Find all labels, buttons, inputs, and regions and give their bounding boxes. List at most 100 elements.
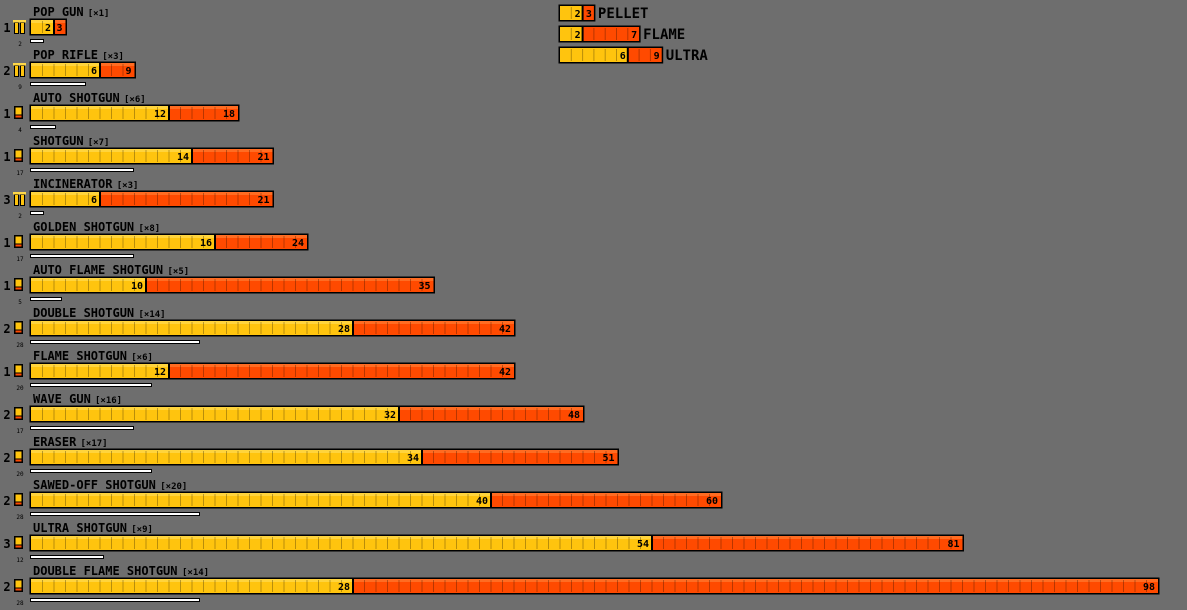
damage-base-bar bbox=[31, 106, 169, 120]
weapon-row-shotgun: SHOTGUN [×7] 1 14 21 17 bbox=[3, 134, 274, 177]
damage-total-bar bbox=[54, 20, 66, 34]
weapon-row-double-flame-shotgun: DOUBLE FLAME SHOTGUN [×14] 2 28 98 28 bbox=[3, 564, 1160, 607]
weapon-multiplier: [×16] bbox=[95, 396, 122, 406]
legend-total-swatch bbox=[582, 27, 640, 41]
weapon-multiplier: [×17] bbox=[81, 439, 108, 449]
ammo-cost: 1 bbox=[3, 279, 10, 293]
damage-base-bar bbox=[31, 364, 169, 378]
ammo-cost: 1 bbox=[3, 107, 10, 121]
reload-bar bbox=[31, 126, 55, 128]
ammo-pellet2-icon bbox=[13, 192, 26, 206]
weapon-name: SAWED-OFF SHOTGUN bbox=[33, 478, 156, 492]
legend-label: ULTRA bbox=[666, 48, 709, 64]
ammo-cost: 2 bbox=[3, 64, 10, 78]
weapon-multiplier: [×14] bbox=[182, 568, 209, 578]
weapon-name: AUTO SHOTGUN bbox=[33, 91, 120, 105]
weapon-multiplier: [×5] bbox=[168, 267, 190, 277]
reload-value: 17 bbox=[16, 256, 24, 263]
ammo-shell-icon bbox=[14, 579, 23, 592]
weapon-row-sawed-off-shotgun: SAWED-OFF SHOTGUN [×20] 2 40 60 28 bbox=[3, 478, 723, 521]
weapon-multiplier: [×1] bbox=[88, 9, 110, 19]
damage-total-value: 18 bbox=[223, 109, 235, 120]
legend-item-ultra: 6 9 ULTRA bbox=[558, 46, 709, 64]
damage-base-bar bbox=[31, 450, 422, 464]
weapon-row-wave-gun: WAVE GUN [×16] 2 32 48 17 bbox=[3, 392, 585, 435]
weapon-name: ULTRA SHOTGUN bbox=[33, 521, 127, 535]
ammo-shell-icon bbox=[14, 364, 23, 377]
damage-base-bar bbox=[31, 321, 353, 335]
reload-bar bbox=[31, 83, 85, 85]
reload-value: 5 bbox=[18, 299, 22, 306]
ammo-cost: 1 bbox=[3, 365, 10, 379]
damage-base-value: 12 bbox=[154, 367, 166, 378]
weapon-row-pop-rifle: POP RIFLE [×3] 2 6 9 9 bbox=[3, 48, 136, 91]
weapon-row-incinerator: INCINERATOR [×3] 3 6 21 2 bbox=[3, 177, 274, 220]
weapon-name: DOUBLE FLAME SHOTGUN bbox=[33, 564, 178, 578]
ammo-cost: 3 bbox=[3, 537, 10, 551]
reload-bar bbox=[31, 169, 133, 171]
ammo-shell-icon bbox=[14, 536, 23, 549]
damage-total-value: 48 bbox=[568, 410, 580, 421]
damage-base-bar bbox=[31, 579, 353, 593]
legend: 2 3 PELLET 2 7 FLAME 6 9 ULTRA bbox=[558, 4, 709, 64]
ammo-cost: 1 bbox=[3, 21, 10, 35]
ammo-shell-icon bbox=[14, 149, 23, 162]
damage-base-value: 54 bbox=[637, 539, 649, 550]
weapon-name: INCINERATOR bbox=[33, 177, 113, 191]
weapon-name: WAVE GUN bbox=[33, 392, 91, 406]
damage-total-bar bbox=[491, 493, 721, 507]
weapon-name: DOUBLE SHOTGUN bbox=[33, 306, 134, 320]
damage-base-value: 40 bbox=[476, 496, 488, 507]
ammo-cost: 2 bbox=[3, 408, 10, 422]
reload-bar bbox=[31, 513, 199, 515]
ammo-cost: 2 bbox=[3, 451, 10, 465]
damage-base-bar bbox=[31, 20, 54, 34]
damage-base-value: 28 bbox=[338, 582, 350, 593]
damage-base-value: 10 bbox=[131, 281, 143, 292]
reload-bar bbox=[31, 341, 199, 343]
weapon-multiplier: [×8] bbox=[139, 224, 161, 234]
ammo-cost: 1 bbox=[3, 150, 10, 164]
reload-bar bbox=[31, 599, 199, 601]
damage-total-value: 42 bbox=[499, 324, 511, 335]
weapon-name: ERASER bbox=[33, 435, 77, 449]
legend-item-flame: 2 7 FLAME bbox=[558, 25, 685, 43]
ammo-pellet2-icon bbox=[13, 20, 26, 34]
reload-bar bbox=[31, 40, 43, 42]
legend-total-swatch bbox=[582, 6, 594, 20]
weapon-row-golden-shotgun: GOLDEN SHOTGUN [×8] 1 16 24 17 bbox=[3, 220, 309, 263]
ammo-shell-icon bbox=[14, 493, 23, 506]
damage-base-bar bbox=[31, 536, 652, 550]
reload-bar bbox=[31, 298, 61, 300]
damage-total-bar bbox=[353, 321, 514, 335]
damage-base-bar bbox=[31, 235, 215, 249]
weapon-name: GOLDEN SHOTGUN bbox=[33, 220, 134, 234]
weapon-row-pop-gun: POP GUN [×1]1 2 32 bbox=[3, 5, 109, 48]
damage-total-bar bbox=[100, 63, 135, 77]
damage-base-bar bbox=[31, 149, 192, 163]
legend-base-value: 6 bbox=[620, 51, 626, 62]
legend-base-swatch bbox=[560, 6, 583, 20]
damage-base-bar bbox=[31, 63, 100, 77]
weapon-row-auto-shotgun: AUTO SHOTGUN [×6] 1 12 18 4 bbox=[3, 91, 240, 134]
damage-base-bar bbox=[31, 493, 491, 507]
ammo-shell-icon bbox=[14, 321, 23, 334]
damage-base-value: 34 bbox=[407, 453, 419, 464]
reload-bar bbox=[31, 212, 43, 214]
weapon-row-ultra-shotgun: ULTRA SHOTGUN [×9] 3 54 81 12 bbox=[3, 521, 964, 564]
damage-base-value: 28 bbox=[338, 324, 350, 335]
damage-total-bar bbox=[169, 364, 514, 378]
damage-total-bar bbox=[652, 536, 963, 550]
reload-bar bbox=[31, 556, 103, 558]
damage-total-value: 98 bbox=[1143, 582, 1155, 593]
ammo-cost: 2 bbox=[3, 322, 10, 336]
damage-base-value: 16 bbox=[200, 238, 212, 249]
damage-total-value: 21 bbox=[257, 152, 269, 163]
damage-total-bar bbox=[100, 192, 273, 206]
damage-total-bar bbox=[169, 106, 238, 120]
damage-total-bar bbox=[422, 450, 618, 464]
damage-total-value: 9 bbox=[125, 66, 131, 77]
reload-value: 12 bbox=[16, 557, 24, 564]
reload-value: 9 bbox=[18, 84, 22, 91]
weapon-multiplier: [×7] bbox=[88, 138, 110, 148]
